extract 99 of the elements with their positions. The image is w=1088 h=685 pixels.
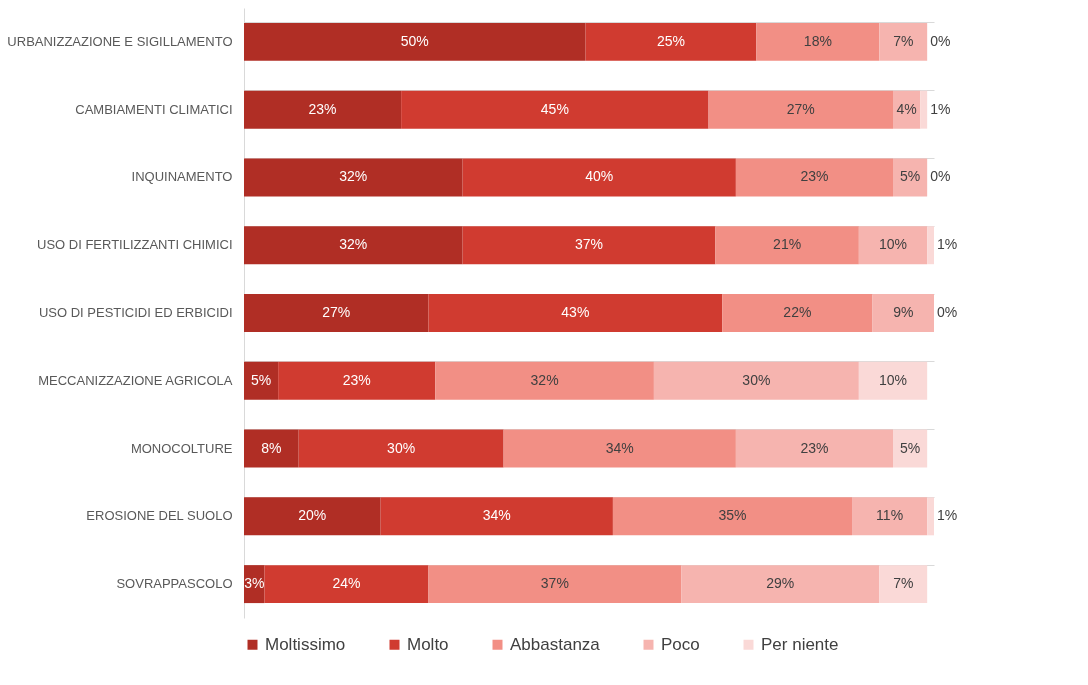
data-label: 5%: [250, 371, 272, 388]
data-label: 23%: [800, 168, 829, 185]
y-tick-label: CAMBIAMENTI CLIMATICI: [75, 101, 233, 117]
data-label: 1%: [937, 236, 958, 253]
bar: [244, 22, 586, 61]
bar: [920, 90, 928, 129]
data-label: 45%: [540, 100, 569, 117]
bar: [244, 226, 463, 265]
bar: [503, 429, 736, 468]
bar: [653, 361, 859, 400]
bar: [428, 565, 682, 604]
data-label: 32%: [530, 371, 559, 388]
bar: [756, 22, 880, 61]
data-label: 10%: [878, 236, 908, 253]
bar: [244, 90, 402, 129]
data-label: 10%: [878, 371, 908, 388]
bar: [612, 497, 853, 536]
data-label: 30%: [387, 439, 416, 456]
data-label: 32%: [339, 168, 368, 185]
data-label: 4%: [896, 100, 917, 117]
data-label: 5%: [899, 439, 921, 456]
data-label: 37%: [540, 575, 569, 592]
y-tick-label: EROSIONE DEL SUOLO: [86, 508, 233, 524]
data-label: 27%: [786, 100, 815, 117]
bar: [681, 565, 880, 604]
data-label: 30%: [742, 371, 771, 388]
data-label: 22%: [783, 304, 812, 320]
y-tick-label: SOVRAPPASCOLO: [116, 576, 233, 592]
legend-label: Per niente: [761, 634, 839, 654]
bar: [462, 158, 736, 197]
y-tick-label: MONOCOLTURE: [130, 440, 233, 456]
data-label: 7%: [893, 32, 914, 49]
data-label: 40%: [585, 168, 614, 185]
data-label: 35%: [718, 507, 747, 524]
bar: [244, 294, 429, 332]
y-tick-label: URBANIZZAZIONE E SIGILLAMENTO: [7, 33, 233, 49]
data-label: 1%: [937, 507, 958, 524]
data-label: 21%: [773, 236, 802, 253]
data-label: 0%: [937, 304, 958, 320]
bar: [435, 361, 654, 400]
data-label: 3%: [244, 575, 265, 592]
data-label: 50%: [400, 32, 429, 49]
bar: [278, 361, 436, 400]
data-label: 43%: [561, 304, 590, 320]
bar: [264, 565, 429, 604]
bar: [585, 22, 757, 61]
legend-label: Moltissimo: [265, 634, 346, 654]
y-tick-label: USO DI FERTILIZZANTI CHIMICI: [37, 237, 233, 253]
bar: [298, 429, 504, 468]
y-tick-label: MECCANIZZAZIONE AGRICOLA: [38, 372, 233, 388]
data-label: 5%: [899, 168, 921, 185]
bar: [893, 429, 928, 468]
bar: [858, 226, 928, 265]
y-tick-label: INQUINAMENTO: [131, 169, 233, 185]
data-label: 7%: [893, 575, 914, 592]
data-label: 8%: [261, 439, 282, 456]
legend-label: Abbastanza: [510, 634, 601, 654]
data-label: 34%: [605, 439, 634, 456]
bar: [428, 294, 723, 332]
bar: [879, 22, 928, 61]
bar: [380, 497, 613, 536]
bar: [735, 429, 894, 468]
legend-label: Poco: [661, 634, 700, 654]
legend-label: Molto: [407, 634, 449, 654]
data-label: 34%: [482, 507, 511, 524]
data-label: 0%: [930, 32, 951, 49]
data-label: 23%: [342, 371, 371, 388]
bar: [244, 158, 463, 197]
bar: [927, 226, 934, 265]
bar: [244, 361, 279, 400]
data-label: 23%: [800, 439, 829, 456]
data-label: 32%: [339, 236, 368, 253]
data-label: 23%: [308, 100, 337, 117]
data-label: 29%: [766, 575, 795, 592]
data-label: 0%: [930, 168, 951, 185]
data-label: 20%: [298, 507, 327, 524]
data-label: 18%: [803, 32, 832, 49]
bar: [244, 497, 381, 536]
data-label: 37%: [574, 236, 604, 253]
bar: [715, 226, 859, 265]
data-label: 11%: [876, 507, 904, 524]
data-label: 1%: [930, 100, 951, 117]
bar: [927, 497, 934, 536]
bar: [735, 158, 894, 197]
bar: [879, 565, 928, 604]
bar: [708, 90, 894, 129]
data-label: 24%: [332, 575, 361, 592]
bar: [462, 226, 716, 265]
data-label: 27%: [322, 304, 351, 320]
y-tick-label: USO DI PESTICIDI ED ERBICIDI: [38, 305, 233, 320]
bar: [401, 90, 709, 129]
bar: [244, 429, 299, 468]
bar: [858, 361, 928, 400]
bar: [893, 158, 928, 197]
bar: [852, 497, 928, 536]
bar: [872, 294, 934, 332]
data-label: 25%: [656, 32, 685, 49]
bar: [722, 294, 873, 332]
data-label: 9%: [893, 304, 914, 320]
